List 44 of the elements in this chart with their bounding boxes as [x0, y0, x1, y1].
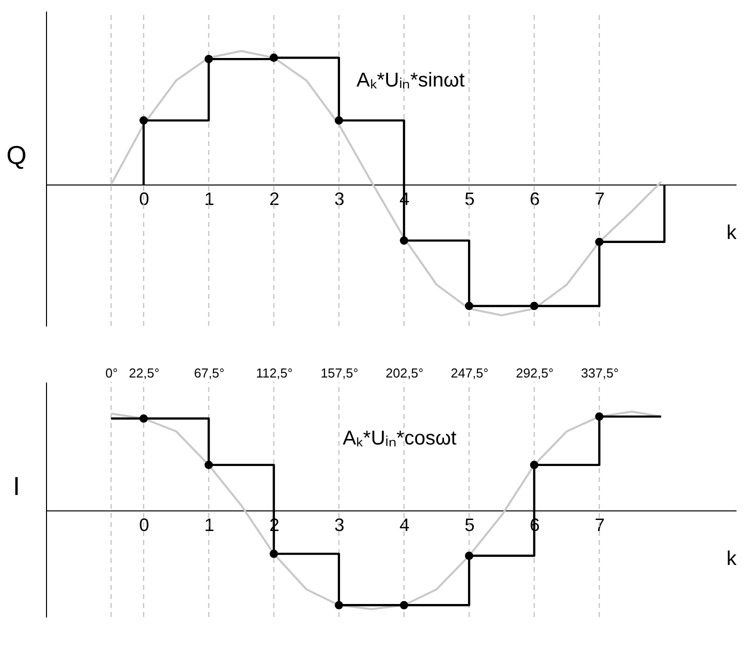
x2-tick-label: 292,5° [516, 366, 554, 380]
x-tick-label: 1 [204, 514, 214, 535]
point [334, 600, 344, 610]
x2-tick-label: 22,5° [128, 366, 160, 380]
x2-tick-label: 67,5° [194, 366, 224, 380]
point [400, 600, 408, 610]
x-tick-label: 5 [464, 514, 475, 535]
point [464, 302, 474, 310]
x-tick-label: 4 [400, 514, 410, 535]
x-tick-label: 0 [139, 189, 150, 210]
x2-tick-label: 157,5° [320, 366, 358, 380]
point [204, 460, 213, 470]
annotation: Aₖ*Uᵢₙ*sinωt [356, 69, 466, 92]
point [530, 460, 538, 470]
y-axis-title: I [12, 471, 20, 501]
point [139, 414, 148, 423]
x-axis-title: k [726, 548, 738, 570]
x-tick-label: 3 [334, 189, 344, 210]
point [270, 550, 278, 558]
x2-tick-label: 247,5° [450, 366, 488, 380]
point [334, 116, 344, 125]
point [400, 236, 408, 245]
point [530, 302, 538, 310]
point [270, 54, 278, 62]
x-tick-label: 5 [464, 189, 475, 210]
x-tick-label: 2 [269, 189, 280, 210]
point [595, 412, 604, 421]
point [139, 116, 148, 125]
annotation: Aₖ*Uᵢₙ*cosωt [342, 427, 457, 450]
point [204, 54, 213, 64]
x2-tick-label: 0° [105, 366, 118, 380]
x-tick-label: 3 [334, 514, 344, 535]
y-axis-title: Q [6, 140, 27, 170]
x2-tick-label: 337,5° [580, 366, 619, 380]
x2-tick-label: 202,5° [386, 366, 424, 380]
x-tick-label: 6 [530, 189, 540, 210]
point [595, 238, 604, 246]
x-tick-label: 7 [594, 514, 605, 535]
x-axis-title: k [726, 222, 738, 244]
x2-tick-label: 112,5° [256, 366, 293, 380]
x-tick-label: 1 [204, 189, 214, 210]
point [464, 552, 474, 560]
x-tick-label: 0 [139, 514, 150, 535]
x-tick-label: 7 [594, 189, 605, 210]
